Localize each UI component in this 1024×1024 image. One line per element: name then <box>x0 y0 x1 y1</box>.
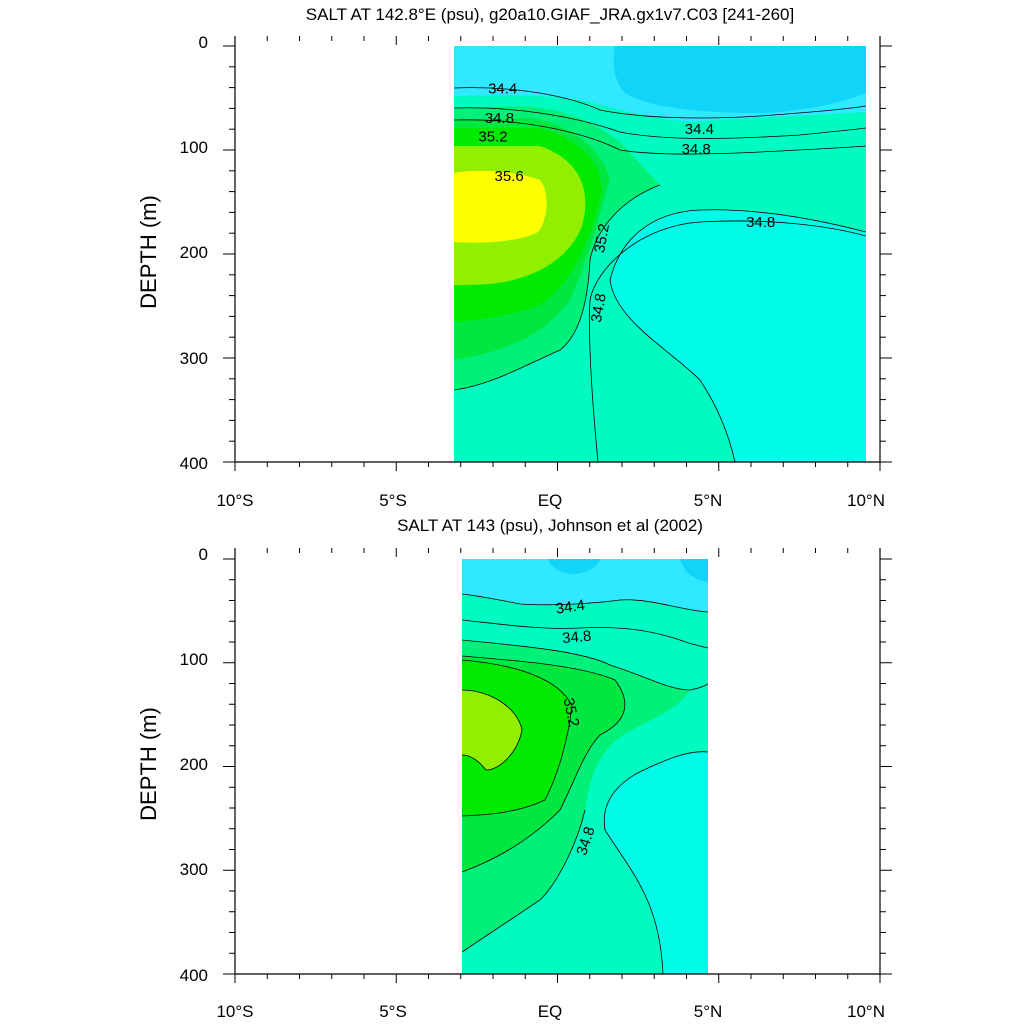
contour-line <box>609 209 866 462</box>
fill-34.6-34.8-deep <box>604 751 708 974</box>
panel-title: SALT AT 142.8°E (psu), g20a10.GIAF_JRA.g… <box>306 5 794 24</box>
contour-label: 34.8 <box>485 110 514 127</box>
contour-line <box>454 87 866 119</box>
x-tick-label: EQ <box>538 491 563 510</box>
contour-labels: 34.434.835.234.8 <box>555 597 599 858</box>
contour-label: 35.2 <box>591 222 613 254</box>
x-tick-label: EQ <box>538 1002 563 1021</box>
contour-labels: 34.434.835.235.634.434.834.835.234.8 <box>478 81 775 324</box>
contour-line <box>462 689 523 771</box>
contour-field <box>462 559 708 974</box>
contour-label: 34.8 <box>746 214 775 231</box>
contour-lines <box>454 87 866 462</box>
contour-label: 34.4 <box>685 121 714 138</box>
contour-line <box>454 107 866 139</box>
panel-observed: SALT AT 143 (psu), Johnson et al (2002) … <box>136 516 892 1021</box>
x-tick-label: 10°S <box>216 491 253 510</box>
fill-lt-34.2 <box>548 559 708 582</box>
y-tick-label: 0 <box>199 545 208 564</box>
y-tick-label: 100 <box>180 650 208 669</box>
fill-34.2-34.4 <box>462 559 708 612</box>
fill-gt-35.6 <box>454 170 547 243</box>
contour-label: 34.4 <box>488 81 517 98</box>
fill-34.6-34.8-deep <box>610 209 866 462</box>
contour-line <box>462 639 708 691</box>
contour-line <box>462 809 586 953</box>
y-tick-label: 200 <box>180 243 208 262</box>
x-tick-label: 5°S <box>379 491 407 510</box>
contour-line <box>462 593 708 613</box>
x-tick-label: 10°S <box>216 1002 253 1021</box>
x-tick-label: 5°S <box>379 1002 407 1021</box>
contour-label: 34.8 <box>682 141 711 158</box>
panel-model: SALT AT 142.8°E (psu), g20a10.GIAF_JRA.g… <box>136 5 892 510</box>
contour-line <box>462 659 573 817</box>
contour-line <box>603 751 708 974</box>
contour-line <box>462 655 626 873</box>
contour-label: 35.6 <box>495 168 524 185</box>
y-tick-label: 0 <box>199 33 208 52</box>
contour-line <box>589 220 866 462</box>
axis-ticks <box>223 548 892 983</box>
contour-label: 34.8 <box>562 628 593 647</box>
contour-label: 35.2 <box>478 128 507 145</box>
y-tick-label: 100 <box>180 138 208 157</box>
contour-line <box>462 619 708 649</box>
y-tick-label: 300 <box>180 860 208 879</box>
fill-35.4-35.6 <box>462 690 522 770</box>
x-tick-label: 10°N <box>847 491 885 510</box>
fill-lt-34.2 <box>613 46 866 113</box>
x-tick-label: 5°N <box>694 1002 723 1021</box>
contour-label: 35.2 <box>560 696 583 728</box>
contour-label: 34.8 <box>588 292 610 324</box>
contour-lines <box>462 593 708 974</box>
contour-label: 34.4 <box>555 597 586 618</box>
panel-title: SALT AT 143 (psu), Johnson et al (2002) <box>397 516 703 535</box>
contour-field <box>454 46 866 462</box>
x-tick-label: 5°N <box>694 491 723 510</box>
y-tick-label: 400 <box>180 966 208 985</box>
y-tick-label: 200 <box>180 755 208 774</box>
y-tick-label: 300 <box>180 349 208 368</box>
contour-line <box>454 119 866 155</box>
axis-ticks <box>223 36 892 471</box>
y-axis-label: DEPTH (m) <box>136 195 161 309</box>
y-tick-label: 400 <box>180 454 208 473</box>
contour-line <box>454 184 661 391</box>
x-tick-label: 10°N <box>847 1002 885 1021</box>
y-axis-label: DEPTH (m) <box>136 707 161 821</box>
